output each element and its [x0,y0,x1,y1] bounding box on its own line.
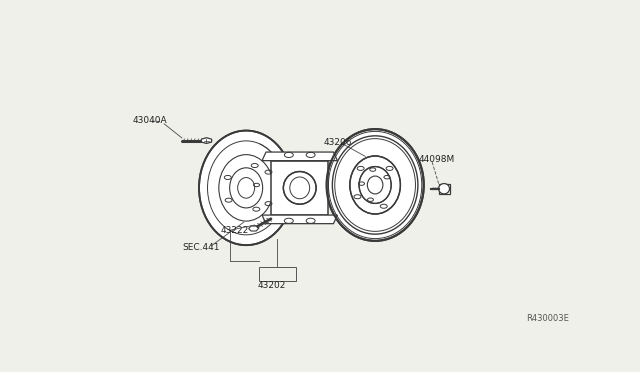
Ellipse shape [284,171,316,204]
Ellipse shape [199,131,293,245]
Text: 43040A: 43040A [132,116,166,125]
Text: 44098M: 44098M [419,155,455,164]
Ellipse shape [350,156,401,214]
Text: 43222: 43222 [220,226,248,235]
Ellipse shape [438,183,449,194]
Polygon shape [262,152,337,161]
Text: 43206: 43206 [324,138,353,147]
FancyBboxPatch shape [271,161,328,215]
Bar [438,183,449,194]
Text: SEC.441: SEC.441 [182,243,220,252]
Polygon shape [202,138,212,144]
Polygon shape [248,226,259,231]
Ellipse shape [326,129,424,241]
Text: 43202: 43202 [257,281,286,290]
Bar [259,267,296,281]
Polygon shape [262,215,337,224]
Text: R430003E: R430003E [525,314,568,323]
Ellipse shape [359,167,391,203]
